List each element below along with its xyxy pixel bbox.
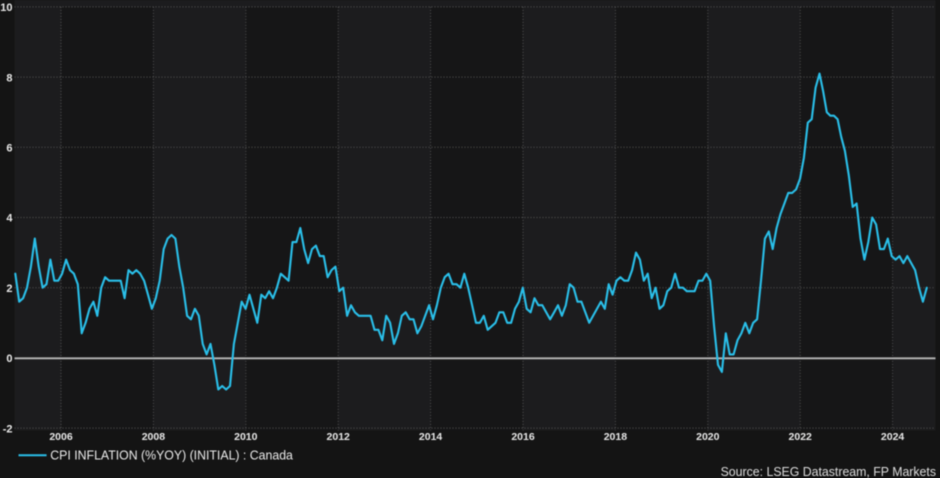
svg-text:4: 4 (6, 213, 13, 225)
svg-text:2014: 2014 (419, 431, 443, 443)
svg-text:2024: 2024 (881, 431, 905, 443)
svg-text:0: 0 (6, 353, 12, 365)
svg-text:8: 8 (6, 72, 12, 84)
svg-text:2016: 2016 (511, 431, 535, 443)
svg-text:6: 6 (6, 143, 12, 155)
svg-text:2006: 2006 (49, 431, 73, 443)
svg-text:2018: 2018 (604, 431, 628, 443)
svg-text:Source: LSEG Datastream, FP Ma: Source: LSEG Datastream, FP Markets (721, 464, 937, 478)
svg-text:10: 10 (0, 2, 12, 14)
svg-text:CPI INFLATION (%YOY) (INITIAL): CPI INFLATION (%YOY) (INITIAL) : Canada (50, 448, 293, 462)
svg-text:2012: 2012 (327, 431, 351, 443)
svg-text:2022: 2022 (789, 431, 813, 443)
svg-text:2008: 2008 (142, 431, 166, 443)
svg-text:2: 2 (6, 283, 12, 295)
svg-text:-2: -2 (3, 423, 13, 435)
svg-text:2020: 2020 (696, 431, 720, 443)
svg-text:2010: 2010 (234, 431, 258, 443)
